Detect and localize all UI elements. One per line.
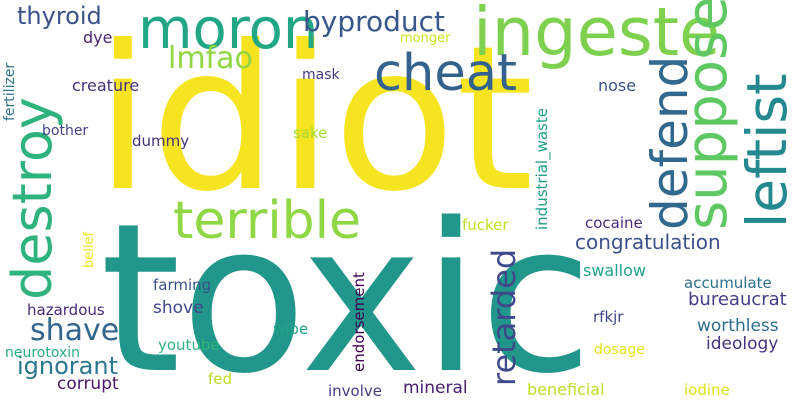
word-sake: sake bbox=[293, 124, 328, 142]
word-terrible: terrible bbox=[173, 191, 362, 251]
word-bureaucrat: bureaucrat bbox=[688, 289, 787, 310]
word-beneficial: beneficial bbox=[527, 380, 605, 399]
word-byproduct: byproduct bbox=[303, 5, 446, 38]
word-mask: mask bbox=[302, 67, 340, 83]
word-congratulation: congratulation bbox=[575, 230, 721, 254]
word-swallow: swallow bbox=[583, 261, 646, 280]
word-retarded: retarded bbox=[485, 248, 523, 386]
word-shove: shove bbox=[153, 298, 204, 318]
word-accumulate: accumulate bbox=[684, 274, 772, 292]
word-defend: defend bbox=[641, 55, 699, 230]
word-leftist: leftist bbox=[735, 73, 799, 228]
word-corrupt: corrupt bbox=[57, 374, 119, 394]
word-wipe: wipe bbox=[273, 320, 309, 338]
word-involve: involve bbox=[328, 382, 383, 400]
word-worthless: worthless bbox=[697, 316, 779, 336]
word-nose: nose bbox=[598, 76, 637, 95]
word-mineral: mineral bbox=[403, 378, 468, 398]
word-thyroid: thyroid bbox=[17, 2, 102, 30]
word-youtube: youtube bbox=[158, 336, 220, 354]
word-bother: bother bbox=[42, 123, 89, 139]
word-cocaine: cocaine bbox=[585, 214, 643, 232]
word-toxic: toxic bbox=[100, 179, 593, 400]
word-ideology: ideology bbox=[706, 334, 779, 354]
word-cheat: cheat bbox=[374, 44, 517, 103]
word-fertilizer: fertilizer bbox=[2, 62, 18, 121]
word-rfkjr: rfkjr bbox=[593, 308, 624, 326]
word-iodine: iodine bbox=[684, 381, 730, 399]
word-neurotoxin: neurotoxin bbox=[5, 345, 81, 361]
word-creature: creature bbox=[72, 76, 140, 95]
word-monger: monger bbox=[400, 31, 451, 46]
word-fucker: fucker bbox=[462, 216, 509, 234]
word-dye: dye bbox=[83, 28, 113, 47]
word-ingeste: ingeste bbox=[473, 0, 721, 71]
word-dummy: dummy bbox=[132, 132, 190, 150]
word-ignorant: ignorant bbox=[17, 352, 118, 380]
word-fed: fed bbox=[208, 370, 233, 388]
word-dosage: dosage bbox=[594, 342, 645, 358]
word-belief: belief bbox=[82, 231, 97, 268]
word-idiot: idiot bbox=[95, 3, 534, 236]
word-shave: shave bbox=[30, 313, 120, 348]
word-endorsement: endorsement bbox=[350, 272, 368, 372]
word-moron: moron bbox=[138, 0, 319, 62]
word-hazardous: hazardous bbox=[27, 301, 105, 319]
word-lmfao: lmfao bbox=[168, 41, 253, 76]
word-industrial-waste: industrial_waste bbox=[533, 108, 551, 230]
word-farming: farming bbox=[153, 276, 212, 294]
